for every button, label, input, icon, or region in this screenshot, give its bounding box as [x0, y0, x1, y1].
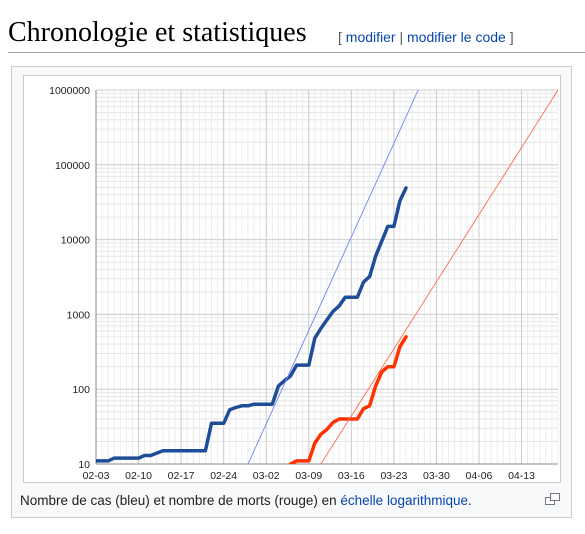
x-tick-label: 04-13 [508, 470, 535, 482]
edit-separator: | [399, 29, 404, 45]
x-tick-label: 02-17 [168, 470, 195, 482]
log-scale-link[interactable]: échelle logarithmique [340, 493, 468, 508]
open-bracket: [ [338, 29, 342, 45]
y-tick-label: 1000000 [49, 85, 90, 97]
x-tick-label: 02-24 [210, 470, 237, 482]
deaths-series-line [288, 335, 408, 464]
close-bracket: ] [509, 29, 514, 45]
figure-thumbnail: 10 100 1000 10000 100000 1000000 02-03 02-10 02-… [11, 66, 572, 518]
magnify-clip-icon[interactable] [545, 493, 560, 505]
edit-source-link[interactable]: modifier le code [407, 29, 506, 45]
x-tick-label: 03-16 [338, 470, 365, 482]
cases-trend-line [247, 90, 419, 464]
figure-caption: Nombre de cas (bleu) et nombre de morts … [20, 492, 565, 510]
y-tick-label: 100000 [55, 160, 90, 172]
x-tick-label: 04-06 [466, 470, 493, 482]
chart-svg: 10 100 1000 10000 100000 1000000 02-03 02-10 02-… [49, 85, 559, 482]
caption-end: . [467, 493, 472, 508]
edit-link[interactable]: modifier [345, 29, 396, 45]
edit-section-links: [ modifier | modifier le code ] [338, 29, 514, 45]
x-tick-label: 02-03 [83, 470, 110, 482]
x-tick-label: 03-02 [253, 470, 280, 482]
chart-image[interactable]: 10 100 1000 10000 100000 1000000 02-03 02-10 02-… [23, 75, 561, 483]
caption-text: Nombre de cas (bleu) et nombre de morts … [20, 493, 341, 508]
y-tick-label: 1000 [67, 309, 91, 321]
y-tick-label: 10 [78, 459, 90, 471]
x-tick-label: 03-30 [423, 470, 450, 482]
y-tick-label: 100 [72, 384, 90, 396]
y-tick-label: 10000 [61, 235, 90, 247]
section-heading: Chronologie et statistiques [ modifier |… [8, 16, 585, 53]
x-tick-label: 02-10 [125, 470, 152, 482]
cases-series-line [96, 186, 408, 463]
x-tick-label: 03-23 [380, 470, 407, 482]
section-title: Chronologie et statistiques [8, 17, 307, 48]
x-tick-label: 03-09 [295, 470, 322, 482]
deaths-trend-line [320, 90, 558, 464]
